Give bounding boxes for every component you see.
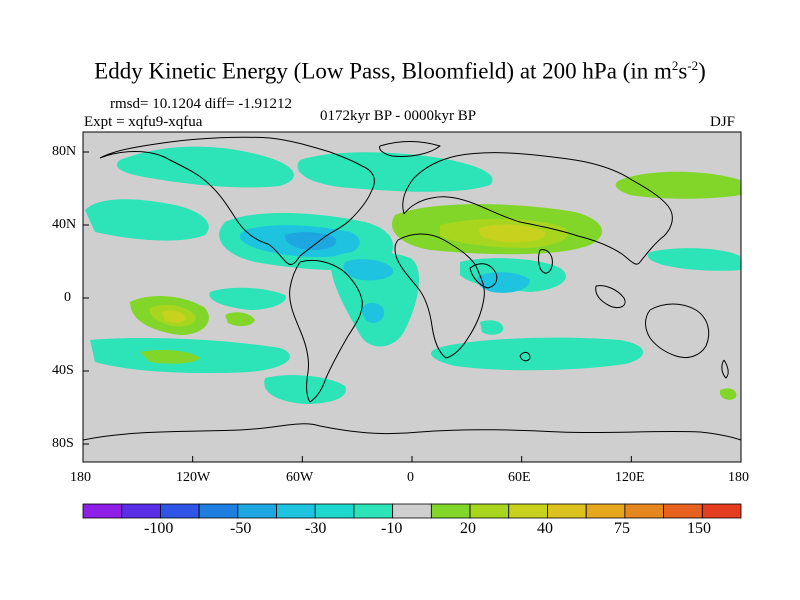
plot-title: Eddy Kinetic Energy (Low Pass, Bloomfiel… [94,58,706,84]
anomaly-region [477,272,530,293]
colorbar-label: -10 [381,520,403,537]
africa-coast [394,233,485,359]
colorbar-swatch [276,503,316,519]
colorbar-label: -50 [230,520,252,537]
anomaly-region [264,375,346,404]
anomaly-region [720,388,737,400]
island-coast [519,351,531,362]
lat-tick-label: 0 [64,290,71,305]
north-america-coast [99,136,375,265]
colorbar-swatch [663,503,703,519]
colorbar-swatch [353,503,394,519]
anomaly-region [479,224,546,243]
lon-tick-label: 120E [615,470,645,485]
anomaly-region [116,146,294,188]
experiment-label: Expt = xqfu9-xqfua [84,114,203,130]
colorbar-swatch [701,503,742,519]
anomaly-region [162,310,186,323]
colorbar-swatch [82,503,123,519]
coastlines [83,136,741,441]
colorbar-swatch [392,503,432,519]
lon-tick-label: 60E [508,470,531,485]
anomaly-region [140,350,200,364]
anomaly-field [85,146,741,404]
anomaly-region [615,171,741,199]
colorbar-swatch [469,503,510,519]
stats-label: rmsd= 10.1204 diff= -1.91212 [110,96,293,112]
lat-tick-label: 40S [52,363,74,378]
lon-tick-label: 120W [176,470,211,485]
lat-tick-label: 80S [52,436,74,451]
colorbar-swatch [121,503,161,519]
lat-tick-label: 40N [52,217,77,232]
period-label: 0172kyr BP - 0000kyr BP [320,108,477,124]
anomaly-region [647,248,741,271]
indonesia-coast [595,285,626,309]
antarctica-coast [83,423,741,441]
anomaly-region [225,312,255,327]
anomaly-region [85,199,209,241]
eurasia-coast [402,152,673,265]
anomaly-region [480,320,504,335]
australia-coast [645,303,710,359]
colorbar-swatch [314,503,355,519]
colorbar-label: 40 [537,520,553,537]
anomaly-region [362,302,385,323]
colorbar-label: 150 [687,520,711,537]
lon-tick-label: 60W [286,470,314,485]
new-zealand-coast [721,359,729,379]
season-label: DJF [710,114,736,130]
arabia-coast [469,263,498,289]
colorbar-swatch [585,503,626,519]
lon-tick-label: 0 [407,470,414,485]
anomaly-region [209,287,286,310]
colorbar-label: 20 [460,520,476,537]
colorbar-swatch [430,503,471,519]
colorbar-swatch [198,503,239,519]
anomaly-region [297,152,493,192]
anomaly-region [431,337,644,371]
lat-tick-label: 80N [52,144,77,159]
colorbar-swatch [624,503,664,519]
colorbar-label: 75 [614,520,630,537]
colorbar-swatch [547,503,587,519]
india-coast [538,249,553,274]
greenland-coast [379,141,441,157]
colorbar-swatch [160,503,200,519]
lon-tick-label: 180 [70,470,91,485]
colorbar-swatch [508,503,548,519]
anomaly-region [285,232,337,250]
colorbar-label: -30 [305,520,327,537]
colorbar-label: -100 [144,520,174,537]
lon-tick-label: 180 [728,470,749,485]
south-america-coast [289,259,363,403]
anomaly-region [343,259,394,281]
colorbar-swatch [237,503,277,519]
